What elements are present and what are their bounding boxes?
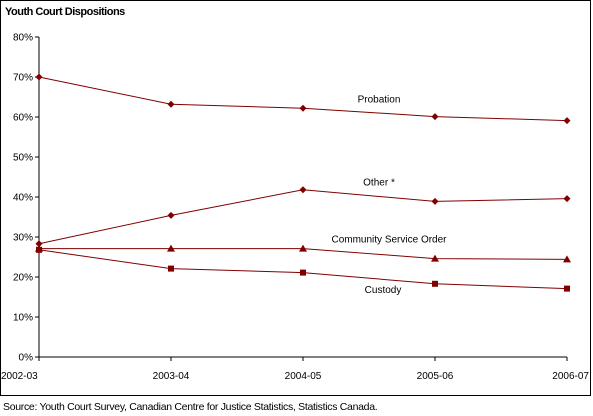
data-point-probation (35, 73, 43, 81)
data-point-other (431, 197, 439, 205)
series-line-other (38, 189, 568, 245)
y-tick-label: 70% (13, 73, 33, 84)
x-tick-label: 2005-06 (417, 371, 454, 382)
data-point-probation (431, 113, 439, 121)
data-point-custody (564, 285, 570, 292)
data-point-probation (167, 100, 175, 108)
y-tick-label: 60% (13, 113, 33, 124)
line-chart: 0% 10% 20% 30% 40% 50% 60% 70% 80% 2002-03 2003-04… (1, 33, 589, 383)
y-tick-label: 10% (13, 313, 33, 324)
data-point-community-service-order (167, 244, 175, 252)
data-point-custody (36, 246, 42, 253)
series-line-custody (38, 249, 568, 290)
series-label-community-service-order: Community Service Order (331, 235, 447, 246)
data-point-other (299, 186, 307, 194)
x-tick-label: 2003-04 (153, 371, 190, 382)
data-point-community-service-order (299, 244, 307, 252)
data-point-probation (299, 104, 307, 112)
y-tick-label: 50% (13, 153, 33, 164)
axes: 0% 10% 20% 30% 40% 50% 60% 70% 80% 2002-03 2003-04… (1, 33, 589, 383)
y-tick-label: 80% (13, 33, 33, 44)
series-label-custody: Custody (365, 285, 402, 296)
series-layer (35, 73, 571, 292)
x-tick-label: 2002-03 (1, 371, 38, 382)
series-line-probation (38, 76, 568, 122)
data-point-community-service-order (431, 254, 439, 262)
source-note: Source: Youth Court Survey, Canadian Cen… (3, 401, 378, 413)
y-tick-label: 30% (13, 233, 33, 244)
x-tick-label: 2004-05 (285, 371, 322, 382)
series-labels: Probation Other * Community Service Order C… (331, 94, 447, 296)
y-tick-label: 40% (13, 193, 33, 204)
chart-frame (0, 0, 591, 396)
x-tick-label: 2006-07 (552, 371, 589, 382)
data-point-other (563, 195, 571, 203)
chart-title: Youth Court Dispositions (5, 6, 125, 18)
series-label-other: Other * (363, 178, 395, 189)
data-point-custody (300, 269, 306, 276)
y-tick-label: 0% (19, 353, 34, 364)
data-point-custody (432, 280, 438, 287)
data-point-other (167, 211, 175, 219)
series-label-probation: Probation (358, 94, 401, 105)
data-point-other (35, 240, 43, 248)
data-point-probation (563, 117, 571, 125)
data-point-community-service-order (563, 255, 571, 263)
y-tick-label: 20% (13, 273, 33, 284)
data-point-custody (168, 265, 174, 272)
